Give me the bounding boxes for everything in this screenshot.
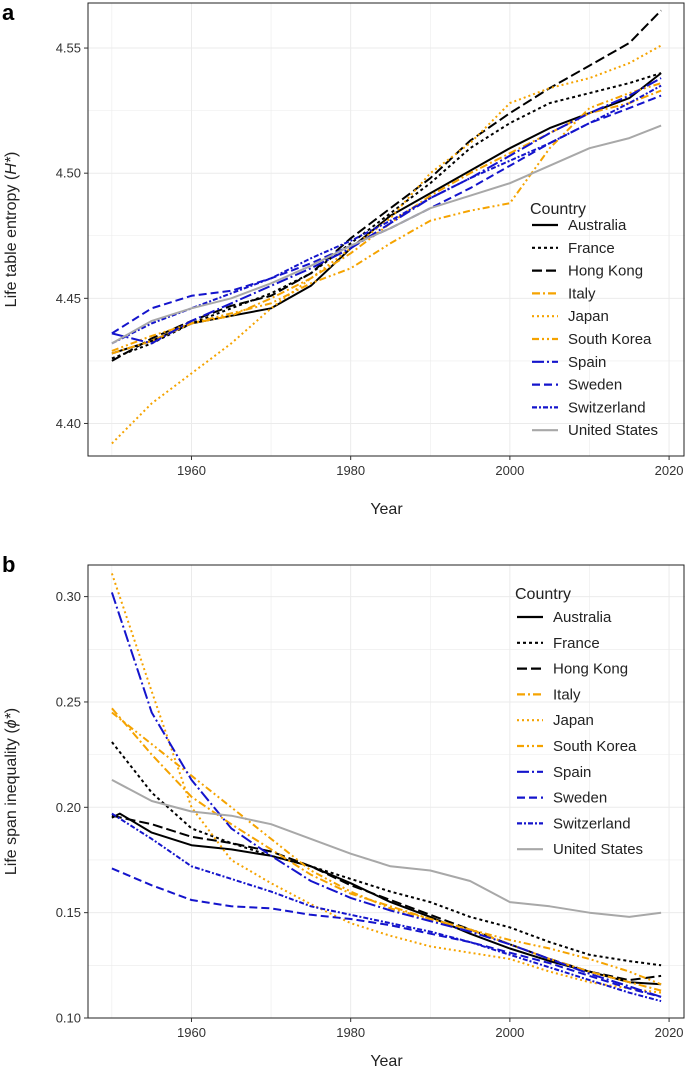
x-tick-label: 2000	[495, 1025, 524, 1040]
legend-label: Hong Kong	[568, 263, 643, 280]
legend-label: Japan	[553, 712, 594, 729]
legend-label: France	[553, 635, 600, 652]
series-line-spain	[110, 592, 662, 998]
legend-item-france: France	[532, 240, 615, 257]
x-tick-label: 1960	[177, 1025, 206, 1040]
panel-b-plot-frame	[87, 564, 685, 1019]
legend-label: Japan	[568, 308, 609, 325]
panel-b-chart: b 1960 1980 2000 2020 0.100.150.200.250.30 …	[2, 552, 685, 1070]
y-tick-label: 0.10	[56, 1011, 81, 1026]
series-line-switzerland	[111, 812, 662, 1003]
panel-a-label: a	[2, 0, 15, 25]
panel-a-legend-title: Country	[530, 201, 586, 218]
panel-a-x-axis: 1960 1980 2000 2020	[177, 456, 684, 478]
legend-item-france: France	[517, 635, 600, 652]
legend-label: United States	[553, 841, 643, 858]
panel-a-legend: Country Australia France Hong Kong Italy Jap…	[530, 201, 658, 439]
panel-b-x-axis: 1960 1980 2000 2020	[177, 1018, 684, 1040]
legend-item-italy: Italy	[517, 686, 581, 703]
legend-label: Australia	[568, 217, 627, 234]
panel-b-legend: Country Australia France Hong Kong Italy Jap…	[515, 586, 643, 858]
legend-item-australia: Australia	[517, 609, 612, 626]
legend-label: Sweden	[568, 377, 622, 394]
panel-a-y-axis: 4.40 4.45 4.50 4.55	[56, 41, 88, 431]
panel-a-chart: a 1960 1980 2000 2020 4.40 4.45 4.50 4.55 Year…	[2, 0, 685, 518]
series-line-switzerland	[111, 84, 662, 345]
legend-label: Spain	[553, 764, 591, 781]
y-tick-label: 4.45	[56, 291, 81, 306]
y-tick-label: 4.50	[56, 166, 81, 181]
series-line-japan	[111, 44, 662, 445]
legend-label: South Korea	[568, 331, 652, 348]
series-line-south-korea	[111, 82, 662, 352]
panel-b-y-axis: 0.10 0.15 0.20 0.25 0.30	[56, 589, 88, 1026]
panel-b-gridlines	[88, 565, 685, 1018]
legend-label: Switzerland	[553, 815, 631, 832]
y-tick-label: 4.40	[56, 416, 81, 431]
legend-label: Spain	[568, 354, 606, 371]
panel-a-y-axis-title: Life table entropy (H*)	[3, 152, 20, 308]
legend-item-hong-kong: Hong Kong	[532, 263, 643, 280]
x-tick-label: 2020	[655, 1025, 684, 1040]
y-tick-label: 4.55	[56, 41, 81, 56]
series-line-south-korea	[111, 711, 662, 986]
series-line-spain	[111, 77, 662, 345]
panel-a-gridlines	[88, 3, 685, 456]
legend-item-south-korea: South Korea	[532, 331, 652, 348]
y-tick-label: 0.30	[56, 589, 81, 604]
legend-label: Sweden	[553, 790, 607, 807]
legend-label: France	[568, 240, 615, 257]
legend-label: United States	[568, 422, 658, 439]
legend-label: South Korea	[553, 738, 637, 755]
series-line-italy	[111, 707, 662, 992]
legend-label: Switzerland	[568, 399, 646, 416]
legend-item-united-states: United States	[532, 422, 658, 439]
legend-item-united-states: United States	[517, 841, 643, 858]
y-tick-label: 0.20	[56, 800, 81, 815]
legend-item-sweden: Sweden	[532, 377, 622, 394]
legend-item-japan: Japan	[532, 308, 609, 325]
legend-item-hong-kong: Hong Kong	[517, 661, 628, 678]
legend-label: Italy	[553, 686, 581, 703]
series-line-japan	[110, 573, 662, 994]
series-line-hong-kong	[111, 814, 662, 982]
panel-b-legend-title: Country	[515, 586, 571, 603]
legend-label: Australia	[553, 609, 612, 626]
panel-a-x-axis-title: Year	[370, 501, 403, 518]
legend-item-switzerland: Switzerland	[517, 815, 631, 832]
legend-item-south-korea: South Korea	[517, 738, 637, 755]
panel-a-plot-frame	[87, 2, 685, 457]
x-tick-label: 1980	[336, 463, 365, 478]
legend-item-italy: Italy	[532, 285, 596, 302]
x-tick-label: 1980	[336, 1025, 365, 1040]
series-line-sweden	[111, 867, 662, 998]
legend-label: Hong Kong	[553, 661, 628, 678]
legend-item-spain: Spain	[532, 354, 606, 371]
y-tick-label: 0.15	[56, 905, 81, 920]
x-tick-label: 2000	[495, 463, 524, 478]
y-tick-label: 0.25	[56, 694, 81, 709]
legend-item-sweden: Sweden	[517, 790, 607, 807]
x-tick-label: 1960	[177, 463, 206, 478]
legend-item-australia: Australia	[532, 217, 627, 234]
legend-item-japan: Japan	[517, 712, 594, 729]
series-line-united-states	[111, 124, 662, 345]
panel-b-series-group	[110, 573, 662, 1003]
panel-b-label: b	[2, 552, 15, 577]
legend-item-spain: Spain	[517, 764, 591, 781]
series-line-united-states	[111, 779, 662, 918]
x-tick-label: 2020	[655, 463, 684, 478]
panel-a-series-group	[111, 9, 662, 445]
legend-item-switzerland: Switzerland	[532, 399, 646, 416]
legend-label: Italy	[568, 285, 596, 302]
panel-b-y-axis-title: Life span inequality (ϕ*)	[3, 708, 20, 875]
series-line-france	[111, 741, 662, 967]
panel-b-x-axis-title: Year	[370, 1053, 403, 1070]
